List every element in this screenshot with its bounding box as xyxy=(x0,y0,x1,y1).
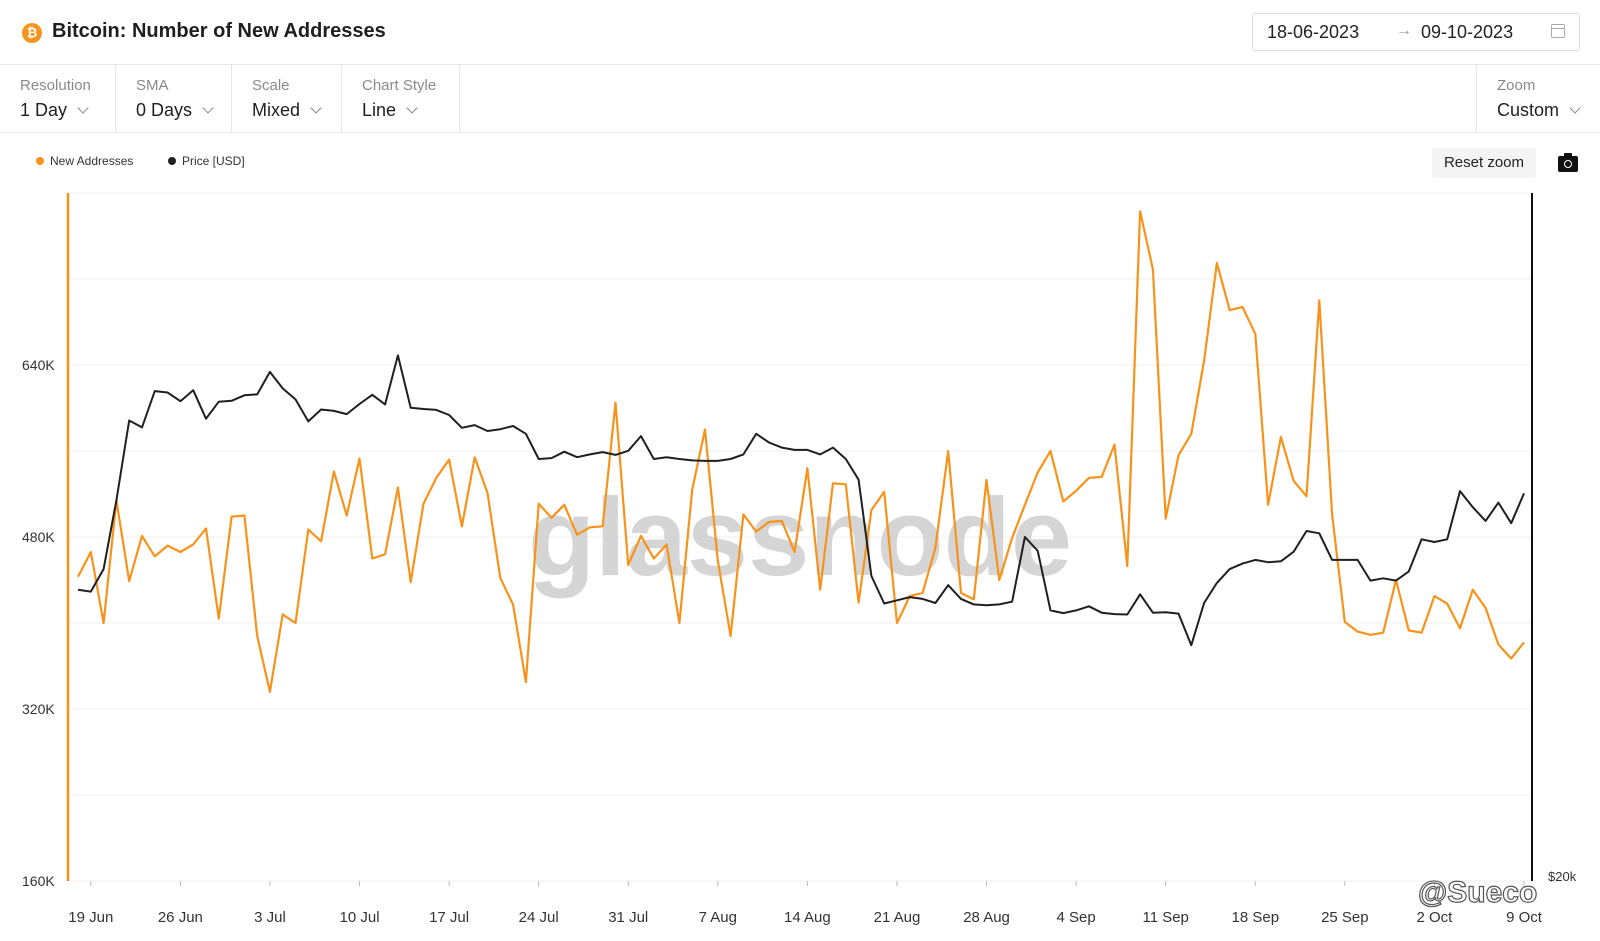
zoom-label: Zoom xyxy=(1497,77,1536,94)
x-tick-label: 21 Aug xyxy=(874,909,921,926)
resolution-value[interactable]: 1 Day xyxy=(20,100,89,121)
y-tick-label: 320K xyxy=(22,701,55,717)
resolution-label: Resolution xyxy=(20,77,91,94)
x-tick-label: 25 Sep xyxy=(1321,909,1369,926)
y-tick-label: 640K xyxy=(22,357,55,373)
x-tick-label: 26 Jun xyxy=(158,909,203,926)
camera-icon[interactable] xyxy=(1558,153,1578,172)
arrow-right-icon: → xyxy=(1396,22,1412,39)
glassnode-watermark: glassnode xyxy=(528,476,1072,599)
scale-label: Scale xyxy=(252,77,290,94)
calendar-icon[interactable] xyxy=(1551,24,1565,38)
chart-header: ₿ Bitcoin: Number of New Addresses 18-06… xyxy=(0,0,1600,65)
x-tick-label: 9 Oct xyxy=(1506,909,1543,926)
legend-dot-icon xyxy=(36,157,44,165)
axes xyxy=(66,193,1533,881)
x-tick-label: 4 Sep xyxy=(1057,909,1096,926)
x-axis-ticks: 19 Jun 26 Jun 3 Jul 10 Jul 17 Jul 24 Jul 31 Ju… xyxy=(68,881,1543,926)
series-line-new-addresses xyxy=(77,210,1525,693)
x-tick-label: 3 Jul xyxy=(254,909,286,926)
sma-select[interactable]: SMA 0 Days xyxy=(116,65,232,132)
author-watermark: @Sueco xyxy=(1417,875,1538,909)
scale-select[interactable]: Scale Mixed xyxy=(232,65,342,132)
chart-style-value[interactable]: Line xyxy=(362,100,418,121)
date-from-input[interactable]: 18-06-2023 xyxy=(1267,22,1360,42)
date-range-picker[interactable]: 18-06-2023 → 09-10-2023 xyxy=(1252,13,1580,51)
bitcoin-icon: ₿ xyxy=(22,23,42,43)
chart-style-select[interactable]: Chart Style Line xyxy=(342,65,460,132)
resolution-select[interactable]: Resolution 1 Day xyxy=(0,65,116,132)
x-tick-label: 7 Aug xyxy=(699,909,737,926)
reset-zoom-button[interactable]: Reset zoom xyxy=(1432,148,1536,178)
chart-style-label: Chart Style xyxy=(362,77,437,94)
sma-value[interactable]: 0 Days xyxy=(136,100,214,121)
sma-label: SMA xyxy=(136,77,169,94)
x-tick-label: 24 Jul xyxy=(519,909,559,926)
y-right-tick-label: $20k xyxy=(1548,869,1577,884)
zoom-value[interactable]: Custom xyxy=(1497,100,1581,121)
zoom-select[interactable]: Zoom Custom xyxy=(1476,65,1600,132)
series-lines xyxy=(77,210,1525,693)
y-axis-ticks: 160K 320K 480K 640K $20k xyxy=(22,357,1577,889)
chart-controls: Resolution 1 Day SMA 0 Days Scale Mixed … xyxy=(0,65,1600,133)
grid-lines xyxy=(68,192,1532,882)
x-tick-label: 19 Jun xyxy=(68,909,113,926)
page-title: Bitcoin: Number of New Addresses xyxy=(52,20,386,42)
x-tick-label: 17 Jul xyxy=(429,909,469,926)
y-tick-label: 480K xyxy=(22,529,55,545)
x-tick-label: 14 Aug xyxy=(784,909,831,926)
x-tick-label: 2 Oct xyxy=(1416,909,1453,926)
scale-value[interactable]: Mixed xyxy=(252,100,322,121)
x-tick-label: 11 Sep xyxy=(1142,909,1188,926)
legend-item-price[interactable]: Price [USD] xyxy=(168,154,245,168)
x-tick-label: 31 Jul xyxy=(608,909,648,926)
date-to-input[interactable]: 09-10-2023 xyxy=(1421,22,1514,42)
legend-item-new-addresses[interactable]: New Addresses xyxy=(36,154,133,168)
legend-dot-icon xyxy=(168,157,176,165)
series-line-price xyxy=(77,354,1525,647)
x-tick-label: 28 Aug xyxy=(963,909,1010,926)
x-tick-label: 18 Sep xyxy=(1232,909,1280,926)
y-tick-label: 160K xyxy=(22,873,55,889)
x-tick-label: 10 Jul xyxy=(340,909,380,926)
